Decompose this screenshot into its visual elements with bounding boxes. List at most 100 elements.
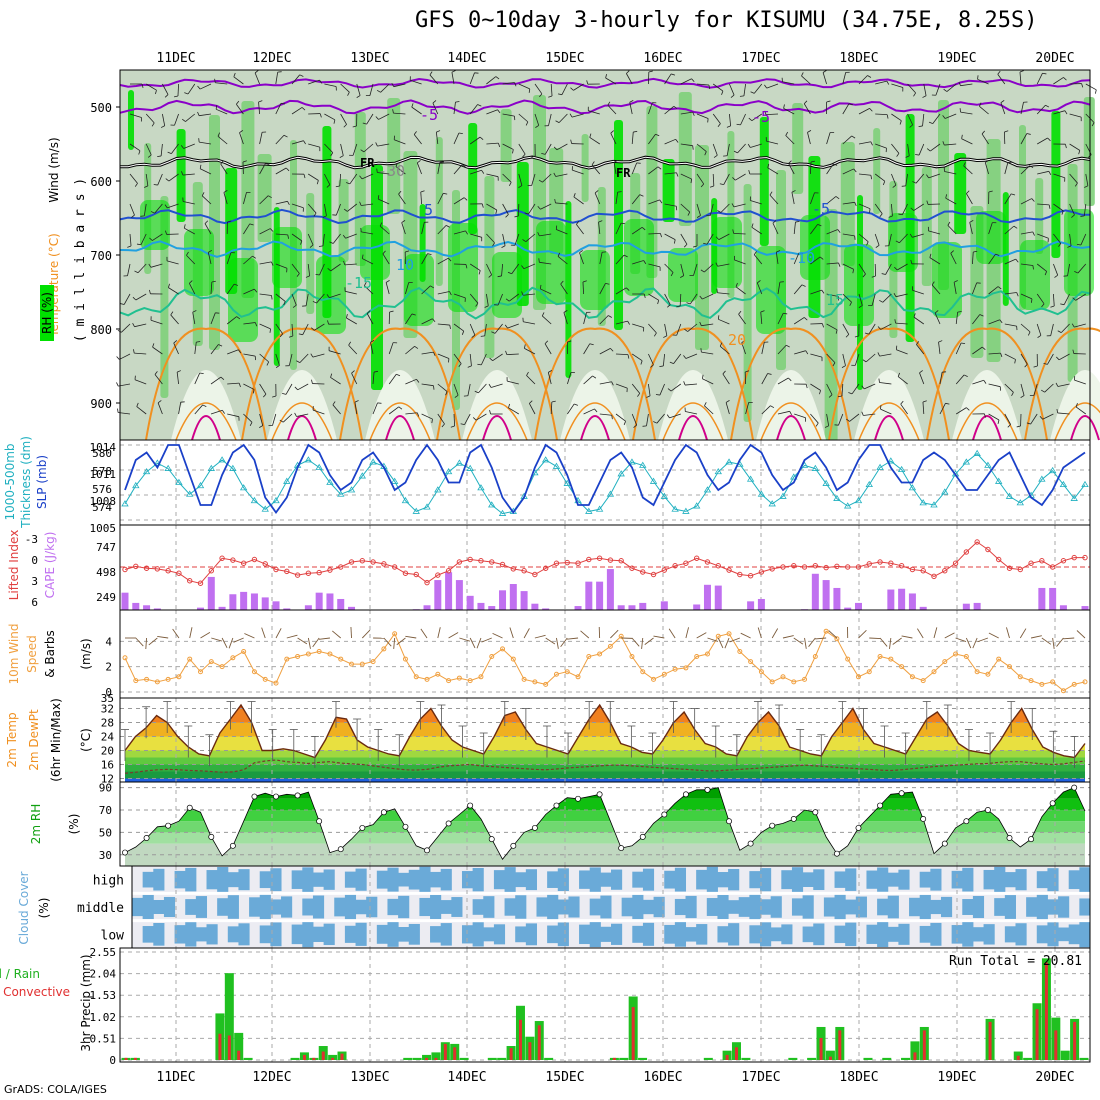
thickness-marker (434, 486, 442, 493)
cloud-cell (525, 923, 537, 946)
rh-shade (888, 213, 918, 272)
wind-barb (1057, 412, 1070, 415)
thickness-marker (358, 472, 367, 479)
wind-barb-tick (199, 164, 202, 169)
wind-barb (188, 283, 196, 295)
wind-barb-tick (626, 70, 630, 74)
wind-barb (451, 72, 455, 85)
wind-barb (735, 173, 746, 181)
thickness-marker (315, 463, 323, 470)
wind-barb (680, 203, 690, 213)
wind-barb (785, 135, 795, 145)
wind-barb (233, 76, 244, 85)
rh-shade (759, 117, 769, 246)
wind-barb (842, 168, 854, 175)
wind-barb-tick (852, 269, 854, 274)
rh-marker (855, 824, 862, 831)
wind-barb (1037, 233, 1049, 239)
cloud-cell (195, 896, 208, 918)
wind-barb (314, 323, 325, 331)
wind-barb (453, 353, 462, 364)
cloud-cell (430, 926, 442, 943)
wind-barb (243, 413, 253, 423)
wind-barb (680, 78, 692, 85)
wind-speed-marker (564, 669, 570, 675)
rh-shade (360, 225, 390, 280)
wind-barb (377, 172, 390, 175)
wind-barb (864, 383, 876, 390)
wind-barb-tick (769, 191, 773, 196)
wind-barb (437, 323, 450, 326)
precip-conv-bar (331, 1057, 335, 1060)
precip-tick-label: 1.53 (90, 989, 117, 1002)
thickness-marker (617, 470, 625, 477)
wind-barb (145, 637, 148, 650)
wind-barb-tick (285, 167, 290, 172)
temp-tick-label: 20 (101, 745, 114, 758)
wind-barb (842, 233, 855, 237)
wind-barb-tick (670, 272, 674, 277)
wind-barb-tick (605, 283, 610, 285)
wind-barb (1085, 173, 1089, 186)
wind-barb (826, 293, 839, 297)
wind-barb-tick (454, 394, 459, 398)
cape-bar (132, 602, 140, 610)
cloud-cell (440, 923, 452, 946)
cloud-cell (706, 866, 718, 893)
wind-barb (297, 637, 308, 645)
cloud-cell (749, 894, 761, 920)
rh-shade (932, 242, 962, 318)
wind-barb (243, 192, 247, 205)
wind-barb (567, 372, 572, 385)
wind-barb-tick (717, 315, 720, 320)
wind-barb (1053, 233, 1062, 244)
wind-barb-tick (346, 182, 351, 185)
wind-barb-tick (370, 340, 375, 343)
rh-marker (618, 845, 625, 852)
thickness-marker (682, 507, 690, 514)
wind-barb (302, 323, 309, 335)
rh-marker (984, 807, 991, 813)
wind-barb-tick (947, 221, 951, 226)
cloud-cell (355, 899, 367, 915)
precip-conv-bar (1073, 1021, 1077, 1060)
wind-barb (388, 342, 394, 355)
axis-label-conv: Convective (3, 985, 70, 999)
wind-barb-tick (375, 142, 378, 147)
wind-barb (405, 412, 418, 415)
wind-barb-tick (1076, 243, 1081, 246)
wind-barb (955, 374, 965, 385)
rh-tick-label: 30 (99, 849, 112, 862)
rh-shade (743, 184, 752, 422)
wind-barb (243, 353, 256, 357)
wind-barb-tick (449, 324, 451, 330)
wind-barb-tick (401, 220, 406, 223)
wind-barb (372, 402, 378, 415)
wind-barb (1053, 173, 1065, 179)
wind-barb-tick (192, 310, 197, 313)
wind-barb (172, 628, 180, 639)
wind-barb (318, 637, 330, 640)
wind-speed-marker (532, 679, 538, 685)
cloud-cell (728, 923, 740, 946)
wind-barb (523, 628, 530, 639)
rh-marker (380, 809, 387, 816)
cape-bar (315, 592, 323, 610)
cape-bar (757, 598, 765, 610)
y-tick-label: 600 (90, 175, 112, 189)
wind-barb (157, 636, 169, 639)
wind-barb (170, 314, 179, 325)
wind-barb-tick (292, 304, 297, 308)
wind-barb (183, 143, 195, 149)
li-marker (996, 556, 1002, 563)
wind-barb (291, 140, 304, 145)
axis-label-thickness-unit: Thickness (dm) (19, 436, 33, 529)
wind-barb-tick (514, 215, 519, 218)
bottom-day-label: 16DEC (643, 1070, 682, 1085)
cloud-cell (174, 925, 186, 944)
precip-conv-bar (425, 1057, 429, 1060)
temp-band (125, 750, 1085, 758)
rh-shade (1064, 209, 1094, 296)
li-marker (348, 559, 355, 565)
wind-barb-tick (382, 250, 386, 255)
